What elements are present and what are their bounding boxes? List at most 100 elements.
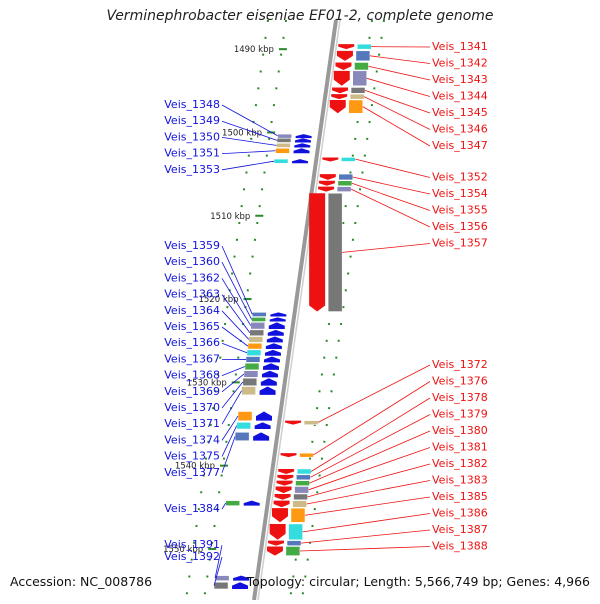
gene-category-block (246, 357, 260, 363)
label-leader-line (222, 151, 276, 154)
gene-label-text: Veis_1371 (164, 417, 220, 430)
forward-gene-arrow (319, 181, 352, 186)
forward-gene-arrow (337, 51, 370, 61)
gene-label-text: Veis_1387 (432, 523, 488, 536)
gene-shape (276, 486, 292, 493)
gene-label-text: Veis_1355 (432, 204, 488, 217)
reverse-gene-arrow (252, 312, 286, 316)
label-leader-line (353, 177, 430, 194)
gene-category-block (276, 143, 290, 147)
gene-category-block (250, 330, 264, 336)
gene-shape (309, 193, 325, 311)
gene-label-text: Veis_1383 (432, 474, 488, 487)
gene-category-block (238, 412, 252, 421)
accession-text: Accession: NC_008786 (10, 574, 152, 589)
gene-shape (318, 187, 334, 192)
gene-shape (278, 469, 294, 474)
gene-category-block (235, 432, 249, 440)
reverse-gene-arrow (214, 582, 248, 589)
gene-label-text: Veis_1362 (164, 271, 220, 284)
gene-category-block (296, 475, 310, 480)
gene-label-text: Veis_1351 (164, 147, 220, 160)
gene-shape (338, 44, 354, 49)
gene-shape (277, 475, 293, 480)
gene-label-text: Veis_1388 (432, 540, 488, 553)
label-leader-line (318, 365, 430, 422)
gene-shape (253, 432, 269, 440)
gene-shape (272, 508, 288, 522)
gene-category-block (304, 421, 318, 425)
gene-label-text: Veis_1352 (432, 171, 488, 184)
gene-shape (332, 87, 348, 93)
kbp-tick-label: 1510 kbp (210, 212, 250, 222)
gene-category-block (276, 148, 290, 153)
gene-label-text: Veis_1366 (164, 336, 220, 349)
gene-label-text: Veis_1349 (164, 114, 220, 127)
reverse-gene-arrow (251, 322, 285, 329)
gene-shape (319, 181, 335, 186)
label-leader-line (367, 78, 430, 96)
reverse-gene-label: Veis_1367 (164, 352, 246, 365)
label-leader-line (301, 530, 430, 543)
gene-category-block (293, 501, 307, 508)
gene-category-block (244, 371, 258, 378)
gene-shape (263, 363, 279, 370)
forward-gene-arrow (278, 469, 311, 474)
forward-gene-arrow (334, 71, 367, 86)
gene-shape (232, 582, 248, 589)
forward-gene-label: Veis_1352 (355, 159, 487, 183)
gene-label-text: Veis_1372 (432, 358, 488, 371)
gene-label-text: Veis_1360 (164, 255, 220, 268)
reverse-gene-arrow (242, 387, 276, 395)
gene-shape (267, 546, 283, 555)
gene-category-block (248, 343, 262, 349)
forward-gene-arrow (267, 546, 300, 555)
gene-label-text: Veis_1382 (432, 457, 488, 470)
gene-category-block (296, 481, 310, 486)
forward-gene-arrow (285, 421, 318, 425)
gene-category-block (338, 181, 352, 186)
reverse-gene-arrow (278, 134, 312, 138)
gene-label-text: Veis_1348 (164, 98, 220, 111)
label-leader-line (222, 327, 248, 346)
gene-category-block (247, 350, 261, 356)
gene-category-block (291, 508, 305, 522)
gene-category-block (300, 453, 314, 457)
gene-label-text: Veis_1347 (432, 139, 488, 152)
reverse-gene-arrow (252, 317, 286, 321)
gene-category-block (339, 174, 353, 180)
gene-label-text: Veis_1364 (164, 304, 220, 317)
gene-shape (255, 422, 271, 429)
reverse-gene-arrow (246, 357, 280, 363)
gene-category-block (252, 312, 266, 316)
reverse-gene-label: Veis_1366 (164, 336, 247, 353)
label-leader-line (222, 343, 247, 353)
reverse-gene-arrow (215, 576, 249, 581)
gene-shape (292, 159, 308, 163)
reverse-gene-arrow (248, 343, 282, 349)
gene-label-text: Veis_1378 (432, 391, 488, 404)
gene-category-block (350, 94, 364, 99)
forward-gene-arrow (338, 44, 371, 49)
gene-label-text: Veis_1363 (164, 288, 220, 301)
gene-label-text: Veis_1377 (164, 466, 220, 479)
gene-category-block (214, 582, 228, 589)
gene-category-block (251, 322, 265, 329)
gene-category-block (353, 71, 367, 86)
forward-gene-arrow (274, 501, 307, 508)
gene-category-block (328, 193, 342, 311)
gene-category-block (245, 363, 259, 370)
gene-shape (244, 501, 260, 506)
gene-label-text: Veis_1381 (432, 441, 488, 454)
topology-text: Topology: circular; Length: 5,566,749 bp… (247, 574, 590, 589)
forward-gene-arrow (268, 541, 301, 546)
gene-shape (261, 378, 277, 385)
gene-label-text: Veis_1376 (432, 375, 488, 388)
forward-gene-arrow (277, 475, 310, 480)
gene-category-block (341, 157, 355, 161)
reverse-gene-arrow (226, 501, 260, 506)
forward-gene-arrow (320, 174, 353, 180)
gene-shape (335, 62, 351, 69)
